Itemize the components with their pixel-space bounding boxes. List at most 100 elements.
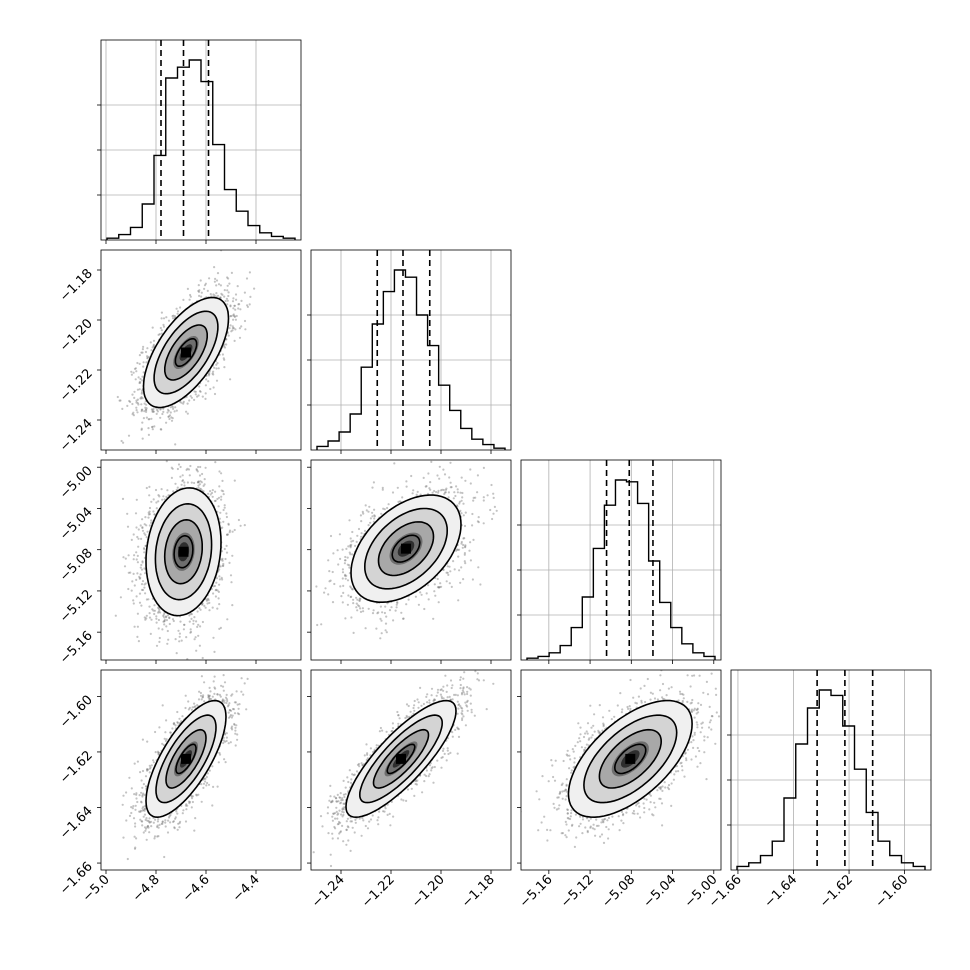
scatter-point	[245, 277, 249, 280]
scatter-point	[214, 595, 217, 598]
scatter-point	[161, 822, 164, 825]
scatter-point	[337, 563, 340, 566]
scatter-point	[342, 793, 345, 796]
scatter-point	[217, 597, 220, 600]
scatter-point	[446, 696, 449, 699]
scatter-point	[212, 373, 215, 376]
scatter-point	[456, 488, 459, 491]
scatter-point	[364, 504, 367, 507]
scatter-point	[143, 826, 147, 829]
scatter-point	[695, 708, 698, 712]
scatter-point	[224, 696, 228, 699]
scatter-point	[116, 395, 119, 399]
scatter-point	[208, 609, 211, 612]
scatter-point	[367, 607, 370, 610]
scatter-point	[154, 488, 158, 492]
scatter-point	[141, 375, 144, 378]
scatter-point	[145, 598, 148, 601]
scatter-point	[133, 554, 136, 557]
scatter-point	[168, 414, 172, 417]
density-peak	[181, 347, 191, 358]
scatter-point	[665, 694, 668, 697]
density-peak	[181, 753, 191, 764]
scatter-point	[145, 617, 148, 620]
scatter-point	[222, 689, 225, 692]
scatter-point	[171, 417, 174, 420]
scatter-point	[383, 611, 386, 615]
scatter-point	[436, 691, 439, 694]
scatter-point	[342, 813, 345, 817]
scatter-point	[148, 513, 151, 516]
scatter-point	[207, 694, 210, 697]
scatter-point	[148, 510, 151, 513]
scatter-point	[343, 795, 346, 799]
scatter-point	[451, 731, 454, 734]
scatter-point	[411, 492, 414, 495]
scatter-point	[139, 377, 142, 381]
scatter-point	[169, 821, 172, 824]
scatter-point	[554, 759, 557, 762]
scatter-point	[148, 485, 151, 488]
scatter-point	[216, 497, 219, 501]
scatter-point	[345, 843, 348, 846]
scatter-point	[180, 639, 183, 642]
scatter-point	[233, 723, 236, 726]
scatter-point	[343, 802, 346, 806]
scatter-point	[158, 823, 161, 827]
scatter-point	[207, 599, 210, 602]
scatter-point	[130, 589, 133, 592]
scatter-point	[199, 608, 202, 611]
scatter-point	[346, 817, 349, 820]
scatter-point	[442, 488, 445, 492]
scatter-point	[552, 802, 555, 806]
scatter-point	[490, 483, 493, 487]
scatter-point	[453, 491, 456, 494]
scatter-point	[246, 305, 249, 308]
scatter-point	[376, 819, 379, 822]
scatter-point	[148, 524, 151, 527]
scatter-point	[215, 577, 219, 580]
scatter-point	[559, 791, 562, 795]
scatter-point	[150, 408, 153, 411]
scatter-point	[349, 545, 352, 548]
scatter-point	[121, 803, 124, 806]
scatter-point	[169, 813, 172, 817]
scatter-point	[172, 722, 175, 725]
scatter-point	[166, 408, 170, 411]
scatter-point	[338, 832, 341, 835]
scatter-point	[362, 610, 365, 613]
scatter-contents	[101, 250, 256, 446]
scatter-point	[198, 289, 201, 292]
scatter-point	[133, 390, 136, 393]
scatter-frame	[100, 249, 302, 451]
scatter-point	[141, 561, 144, 564]
scatter-point	[715, 693, 718, 697]
scatter-point	[435, 490, 438, 494]
scatter-point	[336, 823, 339, 826]
scatter-point	[427, 584, 430, 587]
scatter-point	[158, 608, 161, 611]
scatter-point	[130, 811, 133, 815]
scatter-point	[396, 486, 399, 489]
scatter-point	[193, 398, 196, 401]
scatter-point	[714, 742, 717, 745]
scatter-point	[611, 823, 615, 826]
scatter-point	[459, 683, 462, 687]
scatter-point	[462, 715, 465, 718]
scatter-point	[186, 467, 189, 470]
scatter-point	[154, 818, 157, 821]
scatter-point	[169, 731, 172, 734]
scatter-point	[162, 614, 165, 618]
scatter-point	[440, 697, 444, 700]
scatter-point	[209, 293, 212, 296]
scatter-point	[147, 513, 150, 516]
scatter-point	[118, 399, 121, 402]
scatter-point	[396, 601, 399, 605]
scatter-point	[223, 295, 226, 298]
scatter-point	[167, 638, 170, 641]
scatter-point	[159, 326, 162, 330]
scatter-point	[139, 397, 142, 400]
scatter-point	[195, 793, 198, 796]
scatter-point	[342, 584, 345, 588]
scatter-point	[341, 577, 344, 580]
